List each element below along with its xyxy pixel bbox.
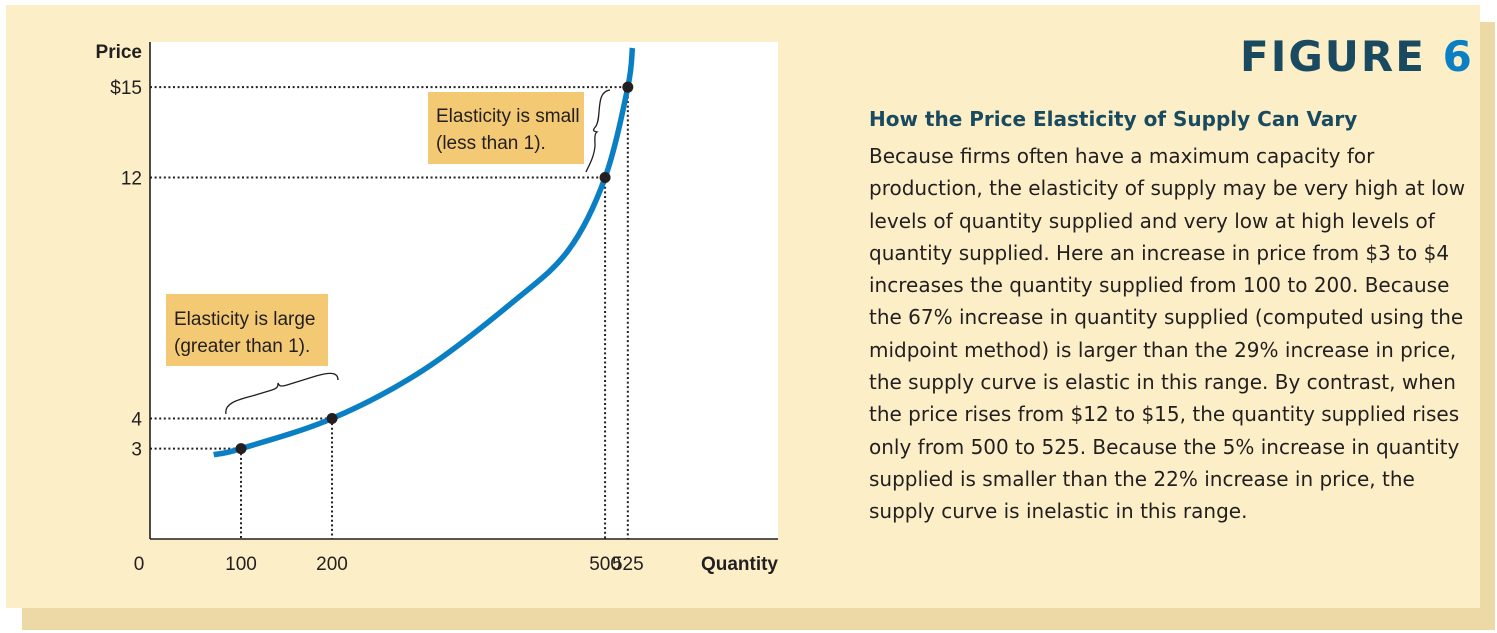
y-tick-label-2: 12 (121, 169, 142, 190)
annotation-large-elasticity: Elasticity is large (greater than 1). (166, 294, 339, 415)
data-point-1 (326, 413, 338, 425)
figure-label: FIGURE 6 (1240, 32, 1472, 81)
y-axis-title: Price (96, 42, 142, 63)
caption-title: How the Price Elasticity of Supply Can V… (869, 107, 1358, 131)
caption-text: Because firms often have a maximum capac… (869, 144, 1466, 524)
brace-small (585, 89, 611, 173)
figure-number: 6 (1442, 32, 1474, 81)
annotation-large-line1: Elasticity is large (174, 309, 316, 330)
x-axis-title: Quantity (701, 554, 778, 575)
data-point-2 (599, 172, 611, 184)
origin-label: 0 (134, 554, 145, 575)
annotation-small-line2: (less than 1). (436, 133, 546, 154)
y-tick-label-3: $15 (110, 78, 142, 99)
x-tick-label-0: 100 (225, 554, 257, 575)
figure-word: FIGURE (1240, 32, 1426, 81)
y-tick-label-1: 4 (131, 410, 142, 431)
annotation-small-box (428, 92, 584, 164)
supply-curve (213, 47, 636, 458)
annotation-large-line2: (greater than 1). (174, 336, 310, 357)
brace-large (225, 372, 339, 415)
guide-lines (150, 86, 629, 539)
annotation-large-box (166, 294, 328, 366)
annotation-small-line1: Elasticity is small (436, 106, 580, 127)
data-point-0 (235, 443, 247, 455)
annotation-small-elasticity: Elasticity is small (less than 1). (428, 89, 611, 173)
y-tick-label-0: 3 (131, 440, 142, 461)
y-tick-labels: 3 4 12 $15 (110, 78, 142, 460)
x-tick-label-3: 525 (612, 554, 644, 575)
x-tick-label-2: 500 (589, 554, 621, 575)
data-point-3 (622, 81, 634, 93)
data-points (235, 81, 634, 455)
x-tick-label-1: 200 (316, 554, 348, 575)
